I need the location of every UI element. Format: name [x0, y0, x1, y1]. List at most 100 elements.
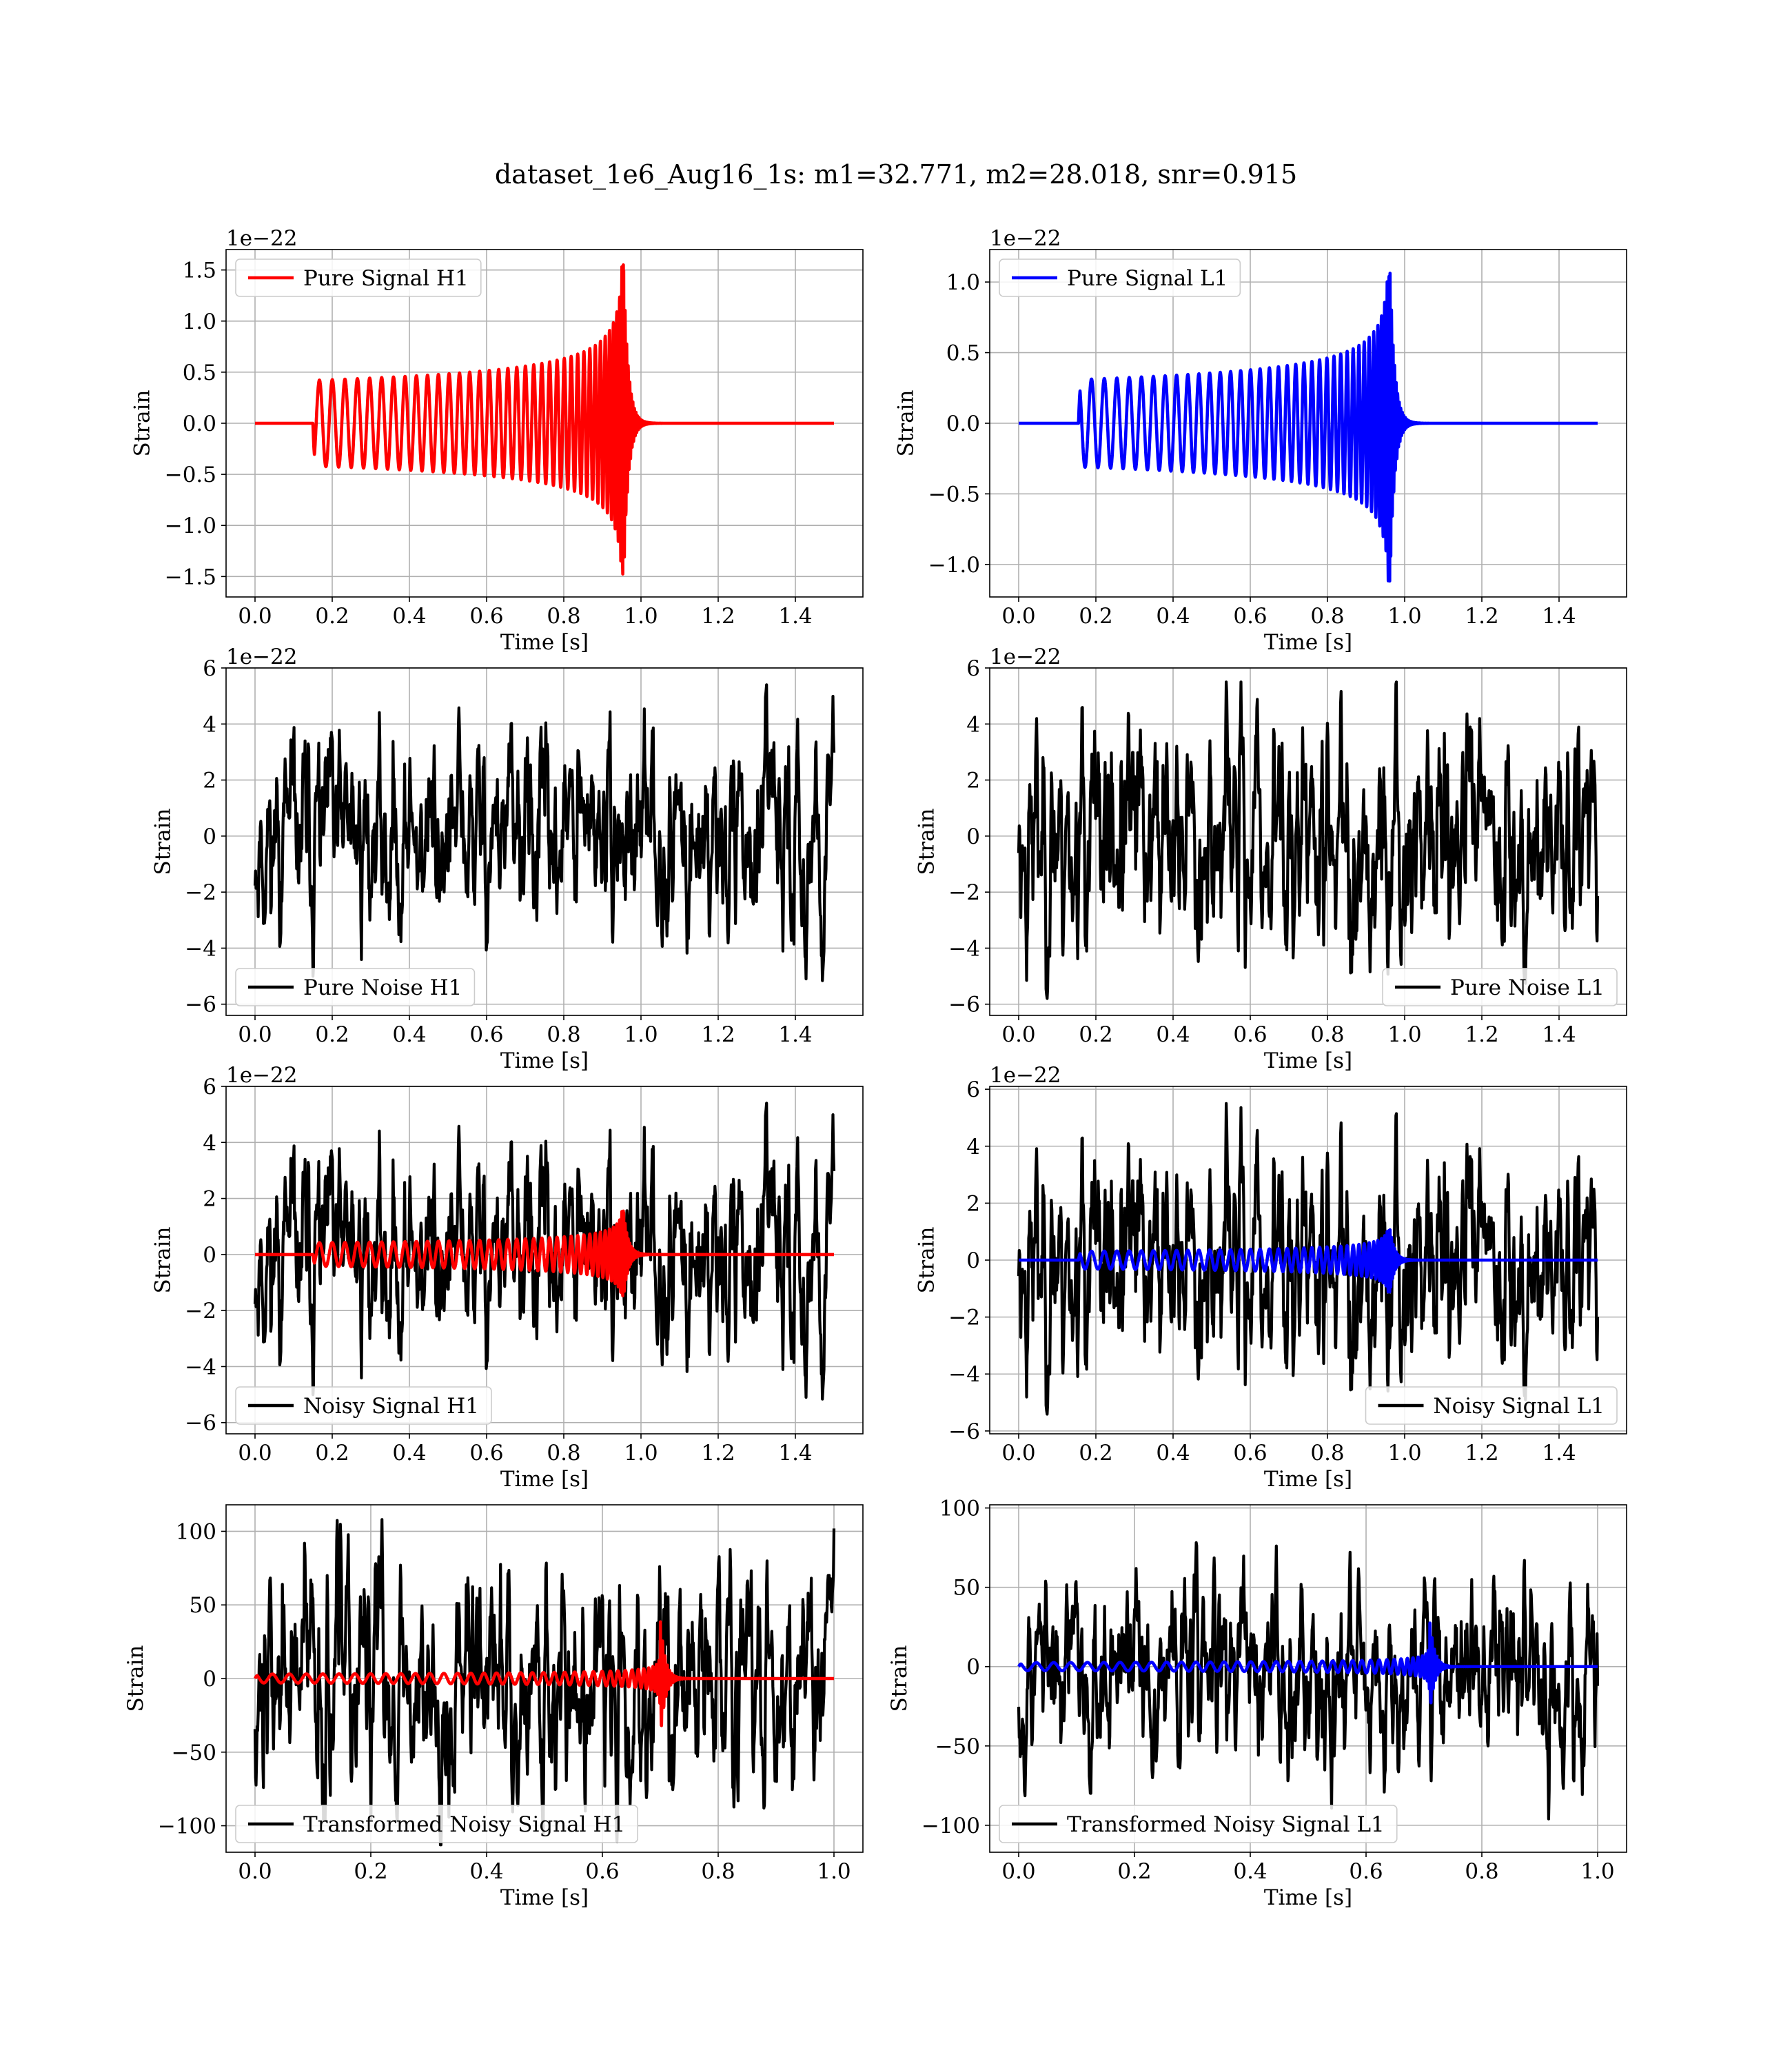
y-tick-label: −6 [185, 1411, 216, 1436]
legend: Noisy Signal L1 [1365, 1386, 1618, 1425]
legend-label: Pure Signal H1 [303, 266, 469, 291]
x-axis-label: Time [s] [500, 630, 589, 655]
x-tick-label: 1.4 [1542, 604, 1576, 629]
x-tick-label: 0.6 [1233, 1022, 1267, 1047]
legend: Noisy Signal H1 [235, 1386, 492, 1425]
x-tick-label: 0.6 [469, 604, 503, 629]
subplot-pure-noise-l1: 0.0 0.2 0.4 0.6 0.8 1.0 1.2 1.4 −6 −4 −2 0 2 4 6 Time [… [914, 645, 1627, 1073]
x-tick-label: 1.2 [1465, 1022, 1498, 1047]
series-line-signal [254, 1620, 835, 1727]
x-axis-ticks: 0.0 0.2 0.4 0.6 0.8 1.0 1.2 1.4 [1001, 1015, 1576, 1047]
subplot-pure-noise-h1: 0.0 0.2 0.4 0.6 0.8 1.0 1.2 1.4 −6 −4 −2 0 2 4 6 Time [… [150, 645, 864, 1073]
x-tick-label: 0.0 [238, 1022, 272, 1047]
x-tick-label: 0.8 [1310, 1022, 1344, 1047]
x-axis-ticks: 0.0 0.2 0.4 0.6 0.8 1.0 [238, 1852, 851, 1884]
plot-area [253, 683, 836, 982]
y-tick-label: −0.5 [928, 482, 980, 507]
y-tick-label: 6 [966, 1077, 980, 1102]
y-tick-label: 50 [190, 1593, 216, 1618]
y-axis-ticks: −6 −4 −2 0 2 4 6 [185, 656, 226, 1017]
x-axis-ticks: 0.0 0.2 0.4 0.6 0.8 1.0 1.2 1.4 [238, 1434, 813, 1466]
y-axis-ticks: −6 −4 −2 0 2 4 6 [185, 1075, 226, 1436]
plot-area [1017, 1541, 1600, 1821]
legend-box [999, 258, 1241, 297]
plot-area [1017, 1102, 1600, 1416]
x-tick-label: 0.8 [1465, 1859, 1498, 1884]
y-tick-label: −2 [185, 880, 216, 905]
x-tick-label: 0.4 [1233, 1859, 1267, 1884]
y-tick-label: −2 [948, 1306, 980, 1330]
x-tick-label: 1.0 [1387, 1441, 1421, 1466]
y-tick-label: 4 [203, 712, 216, 737]
x-tick-label: 0.4 [392, 1441, 426, 1466]
y-axis-label: Strain [123, 1645, 148, 1712]
y-tick-label: 0 [203, 1667, 216, 1692]
plot-area [1017, 272, 1599, 583]
legend-label: Noisy Signal L1 [1434, 1394, 1605, 1419]
x-tick-label: 0.0 [1001, 1859, 1035, 1884]
axes-frame [989, 1504, 1627, 1853]
y-tick-label: −100 [922, 1814, 980, 1838]
legend: Pure Signal H1 [235, 258, 482, 297]
legend-label: Transformed Noisy Signal L1 [1067, 1812, 1385, 1837]
y-tick-label: 6 [966, 656, 980, 681]
axes-frame [225, 667, 864, 1016]
legend-box [1382, 968, 1618, 1006]
legend: Pure Noise H1 [235, 968, 476, 1006]
x-axis-ticks: 0.0 0.2 0.4 0.6 0.8 1.0 1.2 1.4 [238, 597, 813, 629]
y-tick-label: 0.0 [946, 412, 980, 436]
y-tick-label: 1.5 [183, 258, 216, 283]
series-line-noise [253, 683, 836, 982]
y-tick-label: −6 [185, 993, 216, 1017]
y-tick-label: −1.5 [165, 565, 216, 589]
axis-offset-label: 1e−22 [226, 1063, 298, 1088]
x-tick-label: 1.4 [778, 604, 812, 629]
y-tick-label: −6 [948, 993, 980, 1017]
subplot-transformed-noisy-signal-l1: 0.0 0.2 0.4 0.6 0.8 1.0 −100 −50 0 50 100 Time [s] S… [887, 1497, 1627, 1910]
x-tick-label: 0.2 [1079, 1022, 1112, 1047]
y-axis-label: Strain [894, 390, 919, 457]
y-tick-label: 0.5 [946, 341, 980, 366]
legend-box [235, 968, 476, 1006]
y-tick-label: −1.0 [928, 553, 980, 578]
axis-offset-label: 1e−22 [990, 645, 1061, 669]
x-tick-label: 0.6 [469, 1022, 503, 1047]
y-tick-label: 100 [939, 1497, 980, 1521]
y-tick-label: −4 [185, 936, 216, 961]
y-axis-label: Strain [914, 809, 939, 875]
subplot-pure-signal-l1: 0.0 0.2 0.4 0.6 0.8 1.0 1.2 1.4 −1.0 −0.5 0.0 0.5 1.… [894, 226, 1627, 655]
x-tick-label: 0.6 [469, 1441, 503, 1466]
x-axis-label: Time [s] [500, 1467, 589, 1492]
x-tick-label: 1.2 [701, 1441, 735, 1466]
legend-box [235, 258, 482, 297]
x-tick-label: 0.2 [1079, 604, 1112, 629]
legend-label: Pure Signal L1 [1067, 266, 1228, 291]
series-line-noise [253, 1518, 836, 1847]
x-tick-label: 1.0 [624, 1441, 658, 1466]
x-tick-label: 1.2 [1465, 1441, 1498, 1466]
y-tick-label: 0 [966, 1655, 980, 1680]
x-tick-label: 0.0 [238, 1441, 272, 1466]
y-tick-label: −50 [172, 1741, 216, 1765]
x-axis-ticks: 0.0 0.2 0.4 0.6 0.8 1.0 1.2 1.4 [1001, 597, 1576, 629]
x-tick-label: 1.2 [1465, 604, 1498, 629]
plot-area [253, 1518, 836, 1847]
x-axis-ticks: 0.0 0.2 0.4 0.6 0.8 1.0 1.2 1.4 [1001, 1434, 1576, 1466]
subplot-grid: 0.0 0.2 0.4 0.6 0.8 1.0 1.2 1.4−1.5−1.0−0.50.00… [123, 226, 1627, 1910]
legend: Transformed Noisy Signal H1 [235, 1805, 639, 1843]
x-tick-label: 0.6 [585, 1859, 619, 1884]
y-axis-label: Strain [887, 1645, 912, 1712]
axis-offset-label: 1e−22 [226, 226, 298, 251]
axis-offset-label: 1e−22 [226, 645, 298, 669]
x-tick-label: 0.6 [1233, 604, 1267, 629]
x-tick-label: 1.0 [1580, 1859, 1614, 1884]
subplot-transformed-noisy-signal-h1: 0.0 0.2 0.4 0.6 0.8 1.0 −100 −50 0 50 100 Time [s] S… [123, 1504, 864, 1910]
x-tick-label: 0.6 [1349, 1859, 1383, 1884]
y-tick-label: 0 [966, 824, 980, 849]
x-tick-label: 1.4 [1542, 1022, 1576, 1047]
y-axis-ticks: −1.5 −1.0 −0.5 0.0 0.5 1.0 1.5 [165, 258, 226, 589]
axes-frame [225, 1086, 864, 1435]
x-tick-label: 0.4 [392, 1022, 426, 1047]
